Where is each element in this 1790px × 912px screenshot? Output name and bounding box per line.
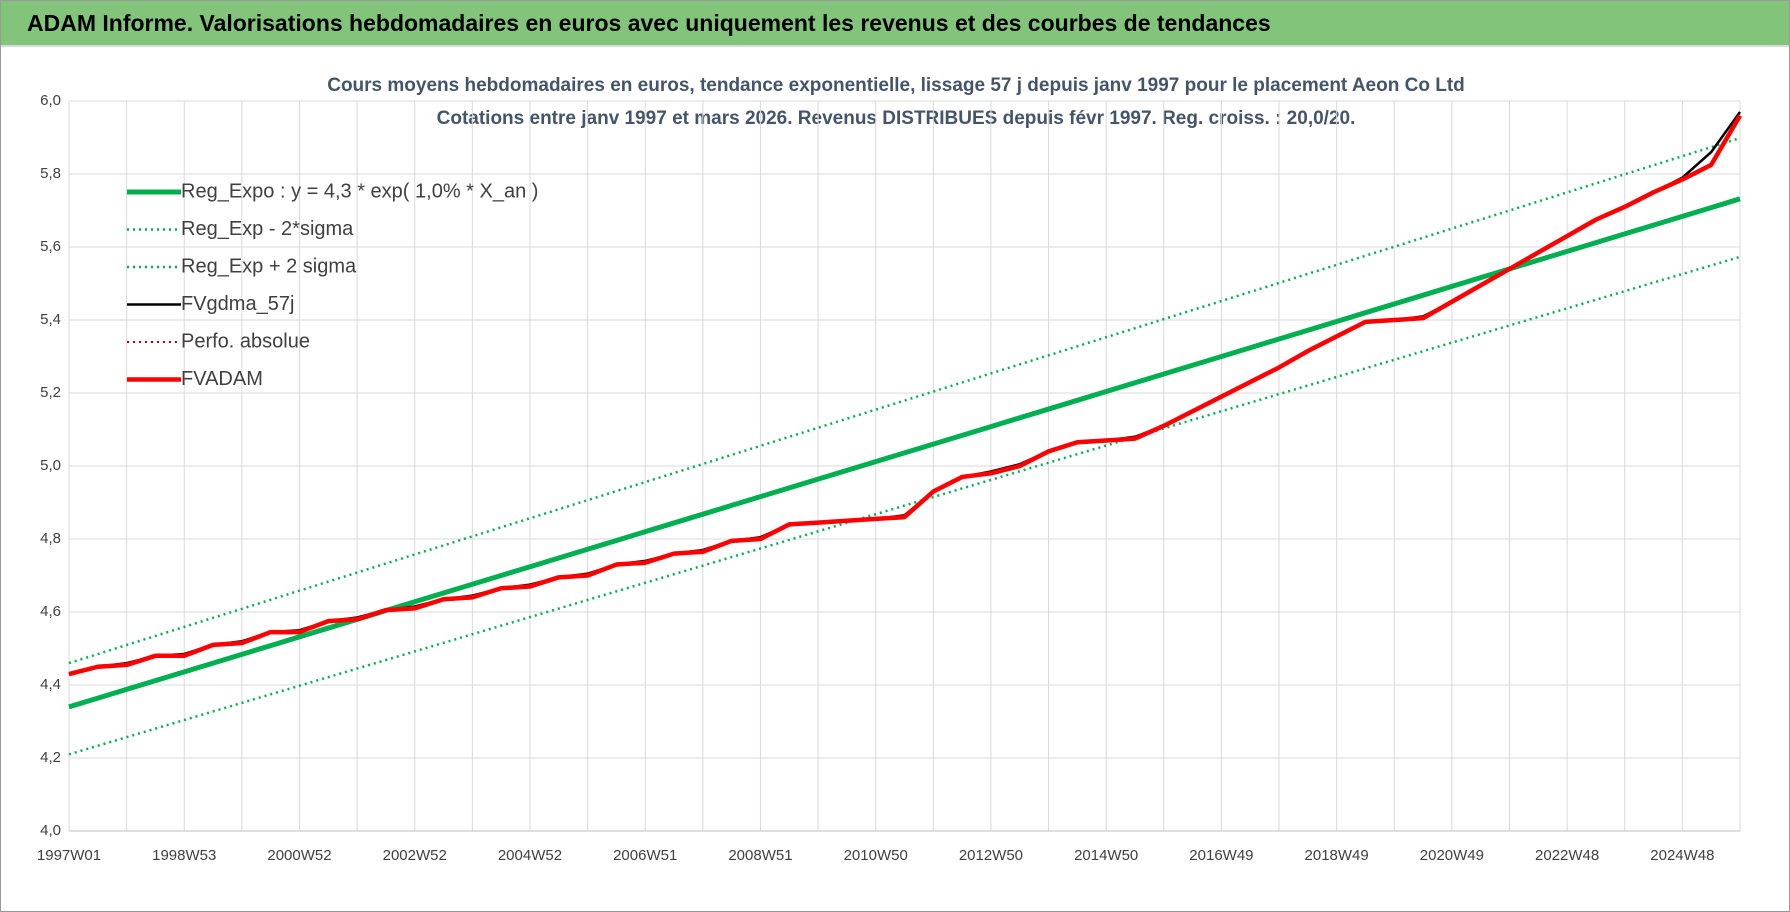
header-bar: ADAM Informe. Valorisations hebdomadaire… — [1, 1, 1789, 47]
x-tick-label: 2002W52 — [383, 847, 447, 864]
x-tick-label: 1998W53 — [152, 847, 216, 864]
x-tick-label: 2010W50 — [844, 847, 908, 864]
x-tick-label: 2024W48 — [1650, 847, 1714, 864]
header-title: ADAM Informe. Valorisations hebdomadaire… — [27, 10, 1271, 36]
x-tick-label: 2012W50 — [959, 847, 1023, 864]
chart-subtitle: Cotations entre janv 1997 et mars 2026. … — [437, 108, 1356, 129]
y-tick-label: 4,2 — [40, 749, 61, 766]
legend-label: FVgdma_57j — [181, 293, 294, 315]
y-tick-label: 5,0 — [40, 457, 61, 474]
x-tick-label: 2018W49 — [1305, 847, 1369, 864]
y-tick-label: 5,4 — [40, 311, 61, 328]
x-tick-label: 2016W49 — [1189, 847, 1253, 864]
series-line — [68, 255, 1741, 756]
y-tick-label: 6,0 — [40, 92, 61, 109]
series-line — [68, 114, 1742, 677]
legend-label: FVADAM — [181, 368, 263, 390]
legend-label: Reg_Expo : y = 4,3 * exp( 1,0% * X_an ) — [181, 180, 538, 202]
x-tick-label: 2004W52 — [498, 847, 562, 864]
x-tick-label: 2014W50 — [1074, 847, 1138, 864]
y-tick-label: 4,4 — [40, 676, 61, 693]
x-tick-label: 2008W51 — [728, 847, 792, 864]
series-line — [68, 136, 1741, 665]
x-tick-label: 2022W48 — [1535, 847, 1599, 864]
series-line — [68, 196, 1741, 710]
x-tick-label: 2006W51 — [613, 847, 677, 864]
y-tick-label: 5,2 — [40, 384, 61, 401]
x-tick-label: 2020W49 — [1420, 847, 1484, 864]
legend-label: Perfo. absolue — [181, 330, 310, 352]
y-tick-label: 5,8 — [40, 165, 61, 182]
chart-title: Cours moyens hebdomadaires en euros, ten… — [327, 75, 1465, 96]
x-tick-label: 2000W52 — [267, 847, 331, 864]
legend-label: Reg_Exp + 2 sigma — [181, 255, 357, 277]
y-tick-label: 5,6 — [40, 238, 61, 255]
legend-label: Reg_Exp - 2*sigma — [181, 218, 354, 240]
y-tick-label: 4,8 — [40, 530, 61, 547]
y-tick-label: 4,0 — [40, 822, 61, 839]
x-tick-label: 1997W01 — [37, 847, 101, 864]
y-tick-label: 4,6 — [40, 603, 61, 620]
